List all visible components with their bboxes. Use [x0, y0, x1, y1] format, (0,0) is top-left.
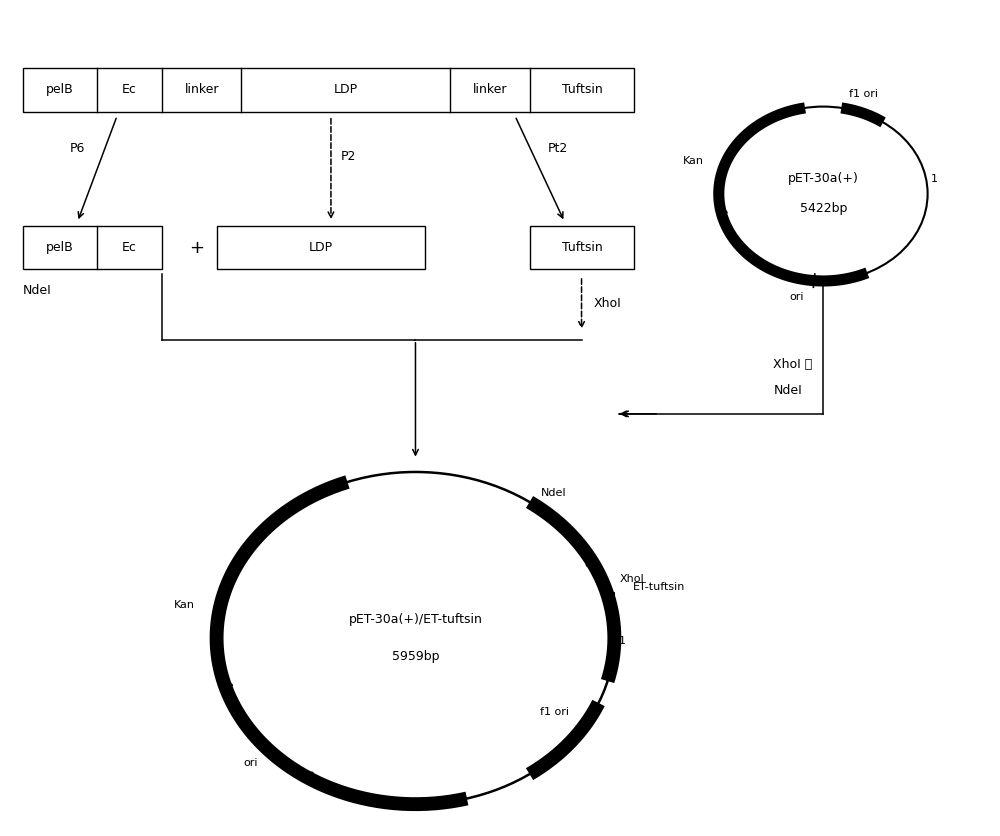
Text: Ec: Ec [122, 242, 137, 254]
Text: P2: P2 [341, 150, 356, 163]
Text: linker: linker [184, 84, 219, 96]
Text: XhoI: XhoI [619, 574, 644, 584]
Text: ori: ori [789, 292, 804, 302]
Text: LDP: LDP [334, 84, 358, 96]
FancyBboxPatch shape [23, 227, 162, 269]
Text: 1: 1 [931, 174, 938, 184]
Text: pelB: pelB [46, 84, 74, 96]
Text: Ec: Ec [122, 84, 137, 96]
Text: 1: 1 [619, 636, 626, 646]
Text: Kan: Kan [174, 600, 195, 609]
Text: ET-tuftsin: ET-tuftsin [632, 582, 685, 592]
Text: LDP: LDP [309, 242, 333, 254]
Text: 5959bp: 5959bp [392, 650, 439, 663]
Text: Pt2: Pt2 [548, 141, 568, 155]
FancyBboxPatch shape [530, 227, 634, 269]
Text: pelB: pelB [46, 242, 74, 254]
Text: ori: ori [243, 757, 258, 767]
Text: 5422bp: 5422bp [800, 202, 847, 215]
Text: f1 ori: f1 ori [540, 707, 569, 717]
FancyBboxPatch shape [217, 227, 425, 269]
Text: P6: P6 [70, 141, 85, 155]
Text: +: + [189, 239, 204, 257]
Text: XhoI: XhoI [593, 298, 621, 310]
Text: Tuftsin: Tuftsin [562, 84, 602, 96]
Text: Kan: Kan [683, 155, 704, 166]
Text: NdeI: NdeI [773, 384, 802, 397]
Text: linker: linker [473, 84, 507, 96]
Text: NdeI: NdeI [23, 284, 51, 298]
Text: pET-30a(+)/ET-tuftsin: pET-30a(+)/ET-tuftsin [349, 614, 482, 626]
Text: XhoI 和: XhoI 和 [773, 358, 813, 370]
Text: Tuftsin: Tuftsin [562, 242, 602, 254]
Text: pET-30a(+): pET-30a(+) [788, 172, 859, 186]
Text: NdeI: NdeI [541, 488, 566, 498]
Text: f1 ori: f1 ori [849, 89, 878, 99]
FancyBboxPatch shape [23, 69, 634, 111]
